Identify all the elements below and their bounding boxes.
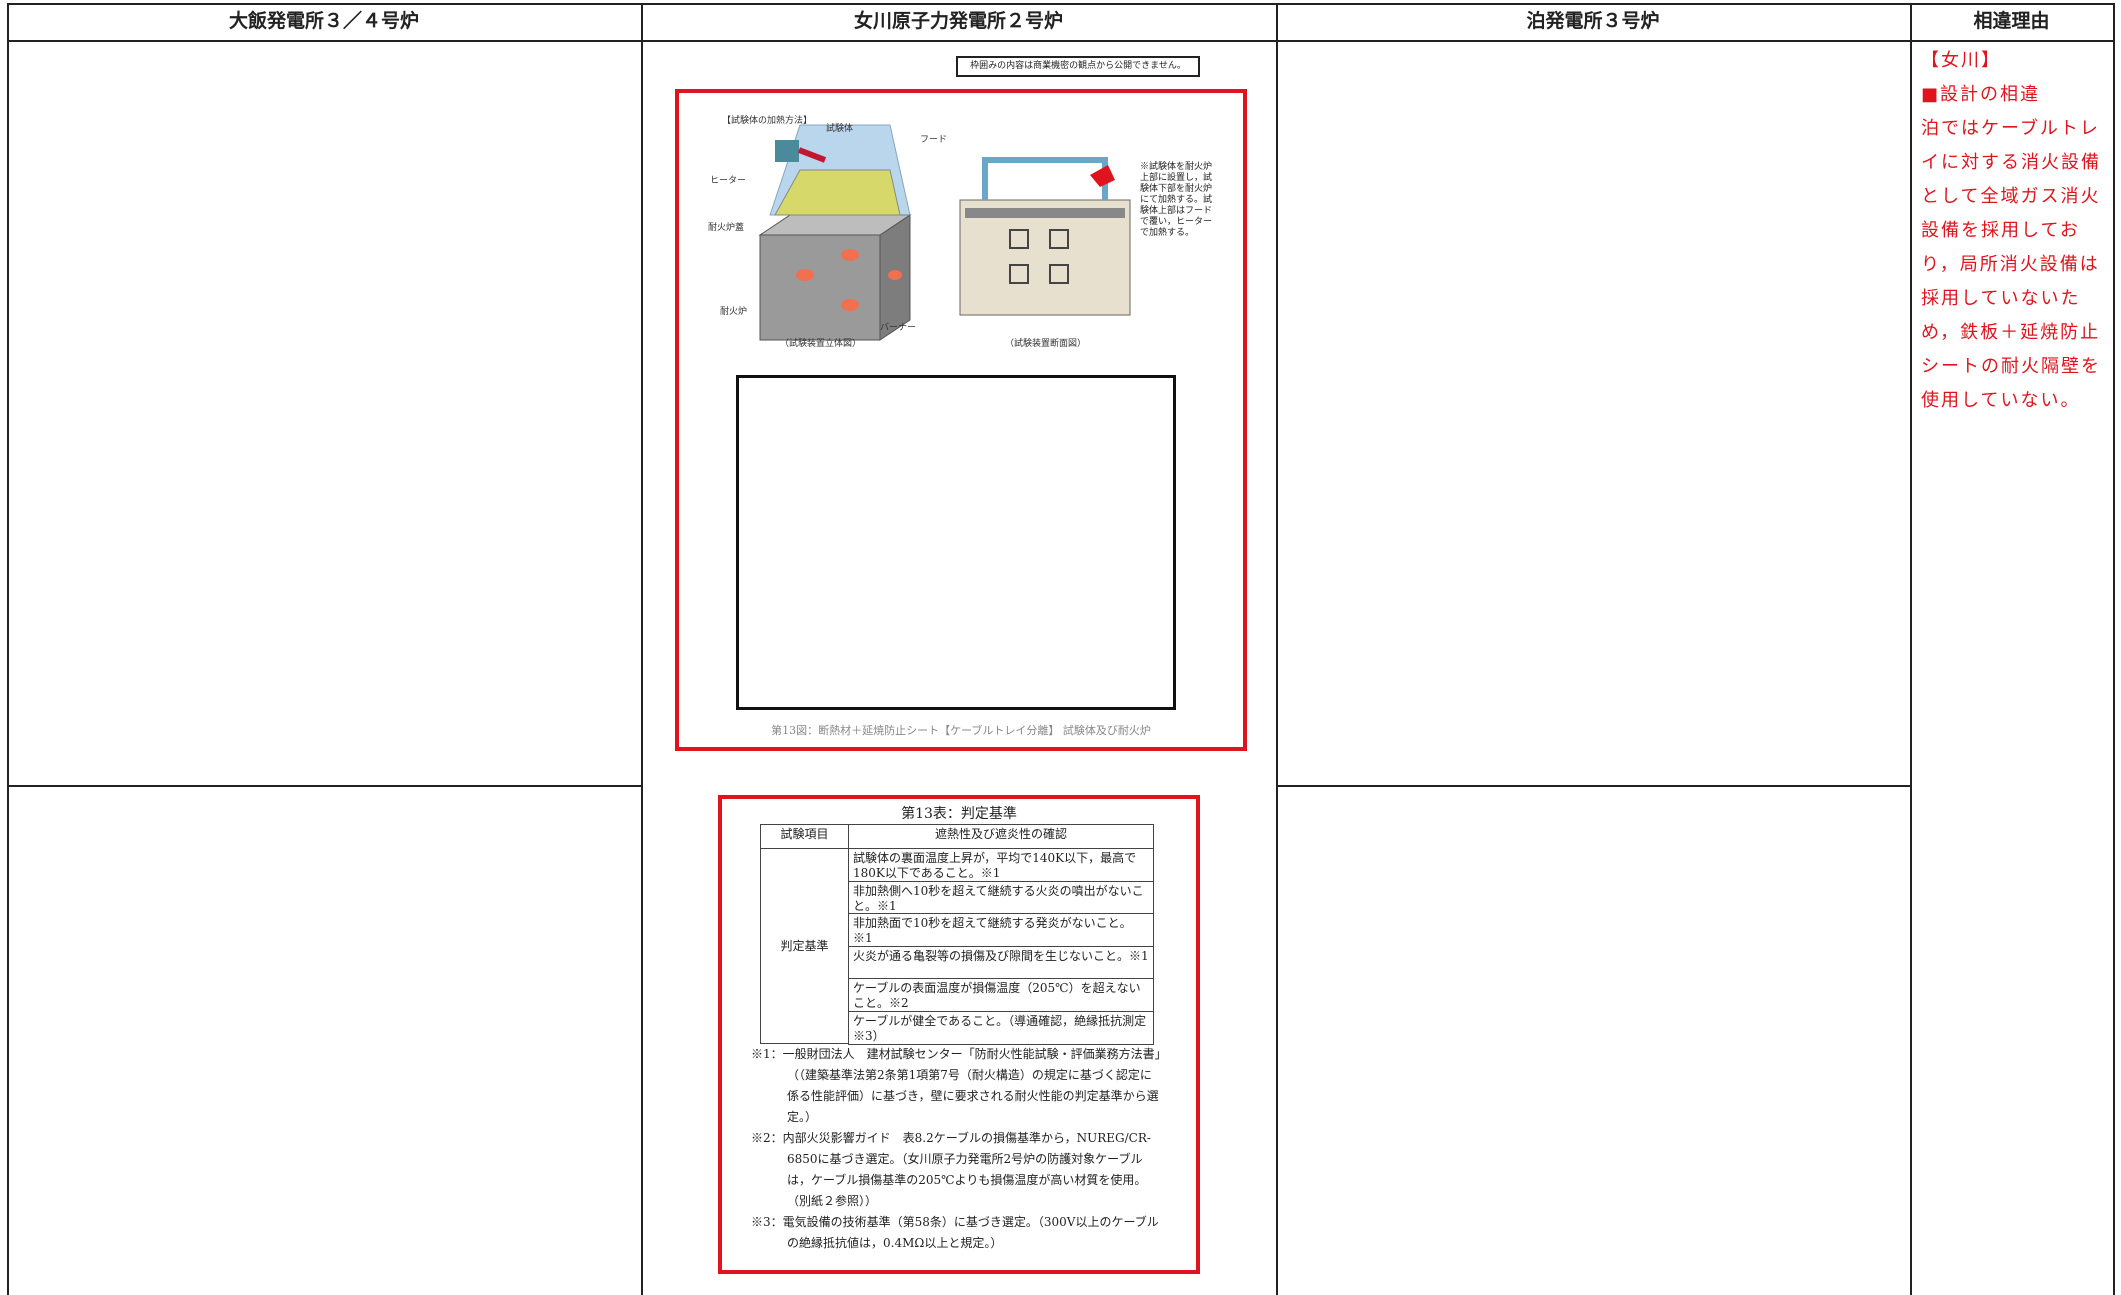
figure-note: ※試験体を耐火炉上部に設置し，試験体下部を耐火炉にて加熱する。試験体上部はフード…: [1140, 162, 1213, 238]
rule: [2113, 3, 2115, 1295]
table-header: 試験項目: [760, 824, 849, 849]
figure-label: フード: [920, 135, 948, 145]
rule: [7, 3, 2113, 5]
rule: [1276, 3, 1278, 1295]
criterion: 火炎が通る亀裂等の損傷及び隙間を生じないこと。※1: [848, 946, 1154, 979]
figure-caption: （試験装置断面図）: [1005, 339, 1087, 349]
table-frame: [718, 795, 1200, 1274]
rule: [641, 3, 643, 1295]
figure-caption: （試験装置立体図）: [780, 339, 862, 349]
figure-label: 耐火炉: [720, 307, 748, 317]
table-note: ※1：一般財団法人 建材試験センター「防耐火性能試験・評価業務方法書」（（建築基…: [751, 1047, 1161, 1124]
figure-label: 【試験体の加熱方法】: [722, 116, 813, 126]
column-header: 泊発電所３号炉: [1526, 10, 1660, 32]
criterion: 非加熱面で10秒を超えて継続する発炎がないこと。※1: [848, 913, 1154, 947]
column-header: 相違理由: [1973, 10, 2050, 32]
figure-label: 試験体: [826, 124, 854, 134]
reason-text: 泊ではケーブルトレイに対する消火設備として全域ガス消火設備を採用しており，局所消…: [1921, 118, 2101, 411]
figure-label: バーナー: [880, 323, 917, 333]
table-header: 遮熱性及び遮炎性の確認: [848, 824, 1154, 849]
reason-tag: 【女川】: [1921, 50, 2001, 71]
rule: [7, 40, 2113, 42]
notice: 枠囲みの内容は商業機密の観点から公開できません。: [956, 56, 1200, 77]
table-title: 第13表：判定基準: [901, 806, 1017, 822]
reason-heading: ■設計の相違: [1921, 84, 2041, 105]
figure-caption: 第13図：断熱材＋延焼防止シート【ケーブルトレイ分離】 試験体及び耐火炉: [771, 724, 1151, 737]
masked-area: [736, 375, 1176, 710]
figure-label: 耐火炉蓋: [708, 223, 745, 233]
table-note: ※3：電気設備の技術基準（第58条）に基づき選定。（300V以上のケーブルの絶縁…: [751, 1215, 1159, 1250]
row-label: 判定基準: [760, 848, 849, 1044]
rule: [1910, 3, 1912, 1295]
criterion: ケーブルが健全であること。（導通確認，絶縁抵抗測定※3）: [848, 1011, 1154, 1045]
column-header: 女川原子力発電所２号炉: [853, 10, 1063, 32]
apparatus-diagram: [758, 124, 1131, 341]
reason: 【女川】 ■設計の相違 泊ではケーブルトレイに対する消火設備として全域ガス消火設…: [1921, 44, 2111, 418]
criterion: ケーブルの表面温度が損傷温度（205℃）を超えないこと。※2: [848, 978, 1154, 1012]
figure-frame: [675, 89, 1247, 751]
rule: [7, 3, 9, 1295]
column-header: 大飯発電所３／４号炉: [228, 10, 419, 32]
rule: [7, 785, 641, 787]
rule: [1276, 785, 1910, 787]
criterion: 試験体の裏面温度上昇が，平均で140K以下，最高で180K以下であること。※1: [848, 848, 1154, 882]
criterion: 非加熱側へ10秒を超えて継続する火炎の噴出がないこと。※1: [848, 881, 1154, 914]
figure-label: ヒーター: [710, 176, 747, 186]
table-note: ※2：内部火災影響ガイド 表8.2ケーブルの損傷基準から，NUREG/CR-68…: [751, 1131, 1151, 1208]
